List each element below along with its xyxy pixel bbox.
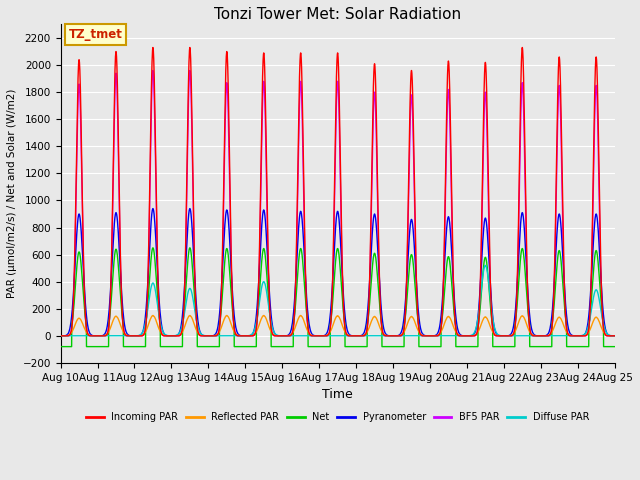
Legend: Incoming PAR, Reflected PAR, Net, Pyranometer, BF5 PAR, Diffuse PAR: Incoming PAR, Reflected PAR, Net, Pyrano…: [82, 408, 593, 426]
Title: Tonzi Tower Met: Solar Radiation: Tonzi Tower Met: Solar Radiation: [214, 7, 461, 22]
X-axis label: Time: Time: [322, 388, 353, 401]
Y-axis label: PAR (μmol/m2/s) / Net and Solar (W/m2): PAR (μmol/m2/s) / Net and Solar (W/m2): [7, 89, 17, 299]
Text: TZ_tmet: TZ_tmet: [69, 28, 123, 41]
